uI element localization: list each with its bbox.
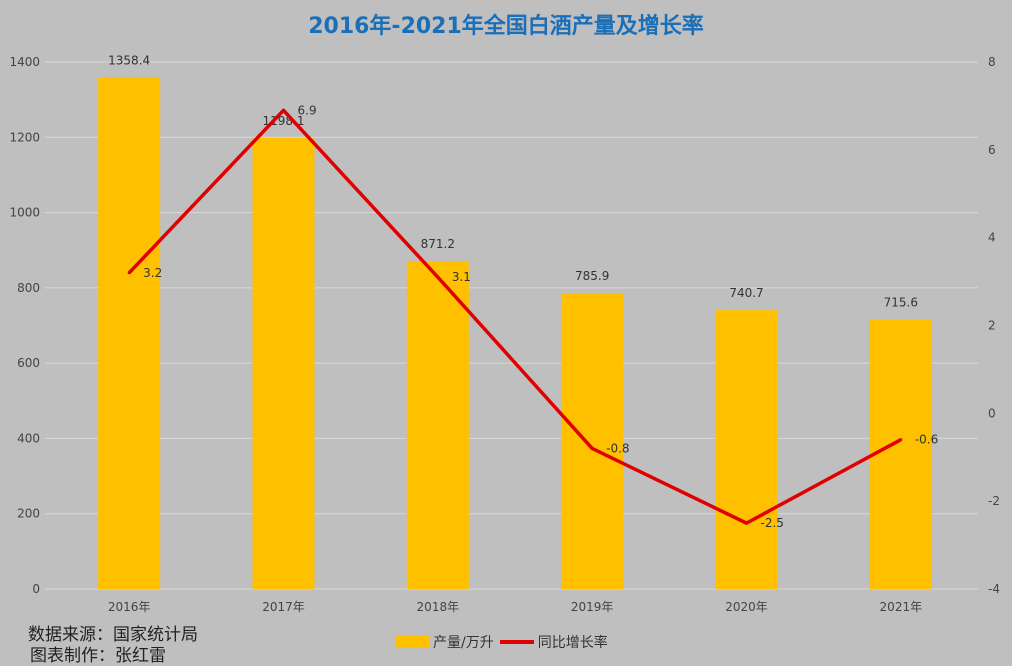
bar-data-label: 871.2 <box>421 237 455 251</box>
source-note: 数据来源：国家统计局 <box>28 625 198 645</box>
y-left-tick-label: 1200 <box>9 130 40 144</box>
y-right-tick-label: 4 <box>988 231 996 245</box>
chart-title: 2016年-2021年全国白酒产量及增长率 <box>308 14 704 39</box>
y-right-tick-label: -4 <box>988 582 1000 596</box>
bar-data-label: 715.6 <box>884 296 918 310</box>
bar-data-label: 1358.4 <box>108 54 150 68</box>
bar-data-label: 1198.1 <box>263 114 305 128</box>
legend-swatch-line <box>499 640 534 644</box>
bar-data-label: 785.9 <box>575 269 609 283</box>
line-data-label: 3.2 <box>143 266 162 280</box>
x-tick-label: 2017年 <box>262 600 305 614</box>
bar <box>252 138 315 590</box>
y-right-tick-label: 6 <box>988 143 996 157</box>
x-tick-label: 2018年 <box>417 600 460 614</box>
x-tick-label: 2019年 <box>571 600 614 614</box>
growth-point <box>745 521 748 525</box>
y-left-tick-label: 1400 <box>9 55 40 69</box>
y-left-tick-label: 1000 <box>9 206 40 220</box>
y-left-tick-label: 400 <box>17 431 40 445</box>
growth-point <box>127 271 131 275</box>
y-right-tick-label: 8 <box>988 55 996 69</box>
x-tick-label: 2021年 <box>880 600 923 614</box>
bar <box>869 319 932 589</box>
y-left-tick-label: 200 <box>17 507 40 521</box>
legend-label-bar: 产量/万升 <box>433 635 494 651</box>
growth-line <box>127 108 902 525</box>
y-right-tick-label: 0 <box>988 406 996 420</box>
growth-point <box>282 108 285 112</box>
y-left-tick-label: 800 <box>17 281 40 295</box>
growth-point <box>899 438 903 442</box>
legend-label-line: 同比增长率 <box>537 635 608 651</box>
line-data-label: -2.5 <box>761 516 784 530</box>
x-tick-label: 2016年 <box>108 600 151 614</box>
bar <box>98 77 161 590</box>
y-left-tick-label: 600 <box>17 356 40 370</box>
x-tick-label: 2020年 <box>725 600 768 614</box>
y-left-tick-label: 0 <box>32 582 40 596</box>
legend: 产量/万升 同比增长率 <box>395 632 608 652</box>
y-right-tick-label: -2 <box>988 494 1000 508</box>
line-data-label: 6.9 <box>298 103 317 117</box>
bar <box>715 310 778 589</box>
line-data-label: -0.8 <box>606 441 629 455</box>
growth-point <box>436 275 440 279</box>
line-data-label: -0.6 <box>915 433 938 447</box>
bar <box>561 293 624 589</box>
y-right-tick-label: 2 <box>988 319 996 333</box>
legend-swatch-bar <box>395 636 429 648</box>
bar-data-label: 740.7 <box>729 286 763 300</box>
author-note: 图表制作：张红雷 <box>30 646 166 666</box>
bar <box>406 261 469 589</box>
growth-point <box>590 446 594 450</box>
line-data-label: 3.1 <box>452 270 471 284</box>
